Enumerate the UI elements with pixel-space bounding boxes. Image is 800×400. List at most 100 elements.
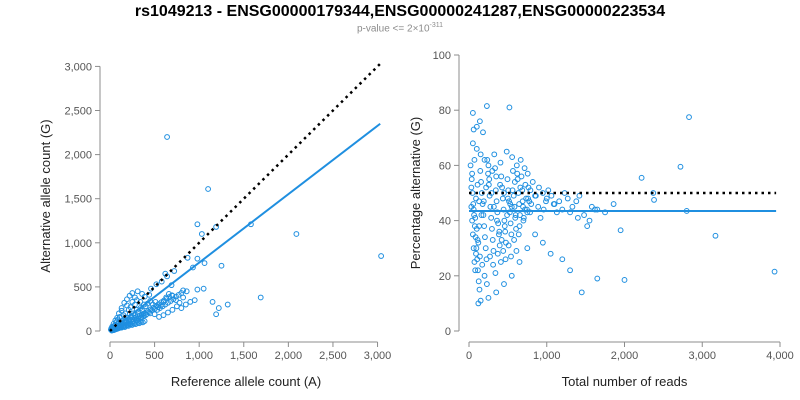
data-point [164,134,170,140]
data-point [506,104,513,111]
data-point [482,234,488,241]
data-point [194,255,201,262]
y-tick-label: 2,000 [64,150,92,162]
data-point [184,254,191,261]
data-point [178,305,185,311]
data-point [378,253,385,259]
data-point [473,123,480,130]
data-point [483,281,490,287]
data-point [475,278,482,285]
data-point [471,259,478,265]
data-point [491,151,498,158]
y-tick-label: 0 [445,326,451,338]
data-point [526,198,533,205]
x-axis-label: Total number of reads [562,374,688,389]
data-point [536,184,542,191]
data-point [594,206,601,213]
data-point [116,310,122,317]
data-point [480,212,487,218]
data-point [507,220,514,227]
data-point [481,223,488,230]
data-point [581,212,587,218]
y-tick-label: 20 [439,271,451,283]
data-point [539,239,546,246]
data-point [178,290,185,296]
y-tick-label: 80 [439,105,451,117]
data-point [209,298,216,305]
data-point [165,309,171,316]
data-point [496,231,502,238]
data-point [524,170,531,177]
x-tick-label: 1,000 [185,350,213,362]
x-tick-label: 2,000 [275,350,303,362]
data-point [472,234,479,241]
data-point [484,156,491,163]
data-point [712,232,719,239]
data-point [169,306,176,313]
chart-title: rs1049213 - ENSG00000179344,ENSG00000241… [134,3,666,20]
data-point [493,198,500,205]
data-point [218,262,225,269]
data-point [548,192,555,199]
data-point [610,201,617,207]
data-point [550,201,557,207]
data-point [475,267,481,274]
data-point [512,212,519,218]
data-point [524,245,531,252]
reference-line [109,61,382,332]
data-point [539,190,546,196]
data-point [556,198,563,205]
data-point [520,214,527,221]
data-point [510,168,516,174]
data-point [140,301,147,308]
data-point [494,250,501,257]
data-point [569,203,576,210]
data-point [532,231,538,238]
data-point [471,156,478,163]
x-tick-label: 4,000 [766,350,794,362]
data-point [472,267,479,274]
data-point [525,195,531,202]
data-point [224,301,231,308]
scatter-panel-1: 0 500 1,000 1,500 2,000 2,500 3,000 0 500 1,000 1,… [38,61,391,389]
data-point [293,231,300,237]
data-point [476,253,483,260]
data-point [153,281,160,288]
y-tick-label: 2,500 [64,106,92,118]
data-point [495,220,502,227]
data-point [502,256,509,263]
scatter-panel-2: 0 1,000 2,000 3,000 4,000 0 20 40 60 80 100 Total n… [408,50,794,389]
data-point [476,198,483,205]
x-tick-label: 2,000 [611,350,639,362]
data-point [134,288,141,295]
data-point [475,239,482,246]
data-point [513,225,519,232]
data-point [478,212,485,218]
data-point [516,259,523,265]
data-point [564,195,571,202]
data-point [470,206,477,213]
data-point [483,256,490,263]
data-point [176,299,183,306]
data-point [513,248,520,254]
data-point [182,301,189,308]
data-point [501,281,507,287]
data-point [474,256,481,263]
data-point [191,297,198,304]
data-point [499,184,505,191]
data-point [469,231,476,238]
data-point [198,231,205,237]
x-tick-label: 1,000 [533,350,561,362]
data-point [509,187,516,194]
y-tick-label: 60 [439,160,451,172]
data-point [517,212,523,218]
data-point [498,237,505,243]
data-point [514,170,521,177]
x-axis-label: Reference allele count (A) [171,374,321,389]
data-point [503,148,510,155]
data-point [492,270,499,276]
data-point [497,259,504,265]
y-tick-label: 3,000 [64,61,92,73]
subtitle-exponent: -311 [429,22,444,29]
data-point [504,176,511,183]
